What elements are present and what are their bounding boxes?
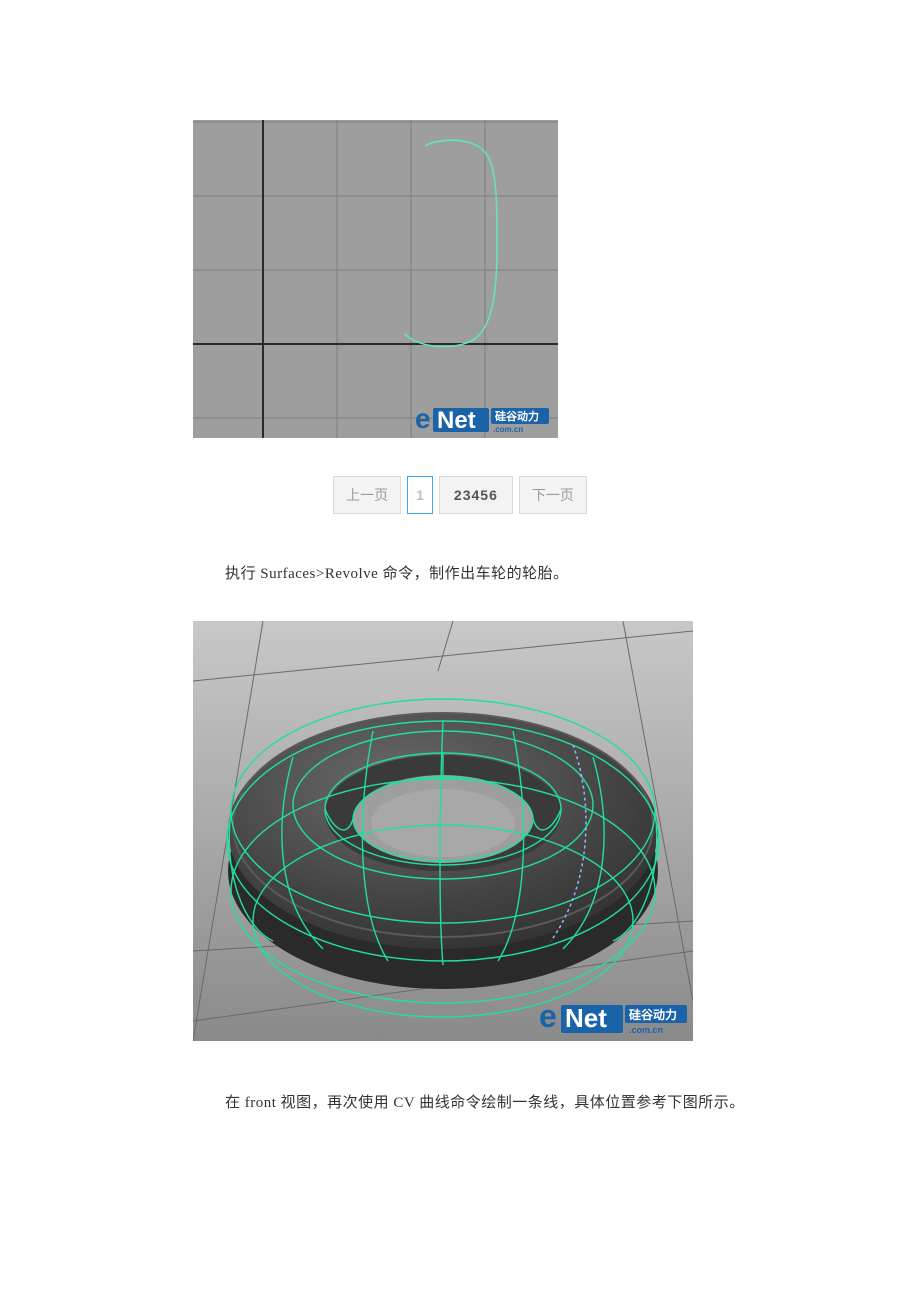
pager-current[interactable]: 1 (407, 476, 433, 514)
svg-text:硅谷动力: 硅谷动力 (495, 409, 539, 423)
svg-text:e: e (415, 403, 431, 434)
figure-cv-curve: e Net 硅谷动力 .com.cn (193, 120, 558, 438)
svg-text:Net: Net (565, 1003, 607, 1033)
pager-prev[interactable]: 上一页 (333, 476, 401, 514)
svg-text:Net: Net (437, 407, 476, 434)
svg-text:e: e (539, 998, 557, 1034)
figure-torus: e Net 硅谷动力 .com.cn (193, 621, 693, 1041)
pager-pages[interactable]: 23456 (439, 476, 513, 514)
pagination: 上一页 1 23456 下一页 (0, 476, 920, 514)
svg-text:硅谷动力: 硅谷动力 (629, 1007, 677, 1022)
instruction-text-1: 执行 Surfaces>Revolve 命令，制作出车轮的轮胎。 (225, 562, 920, 583)
pager-next[interactable]: 下一页 (519, 476, 587, 514)
svg-text:.com.cn: .com.cn (493, 425, 523, 434)
svg-text:.com.cn: .com.cn (629, 1025, 663, 1035)
instruction-text-2: 在 front 视图，再次使用 CV 曲线命令绘制一条线，具体位置参考下图所示。 (225, 1091, 920, 1112)
